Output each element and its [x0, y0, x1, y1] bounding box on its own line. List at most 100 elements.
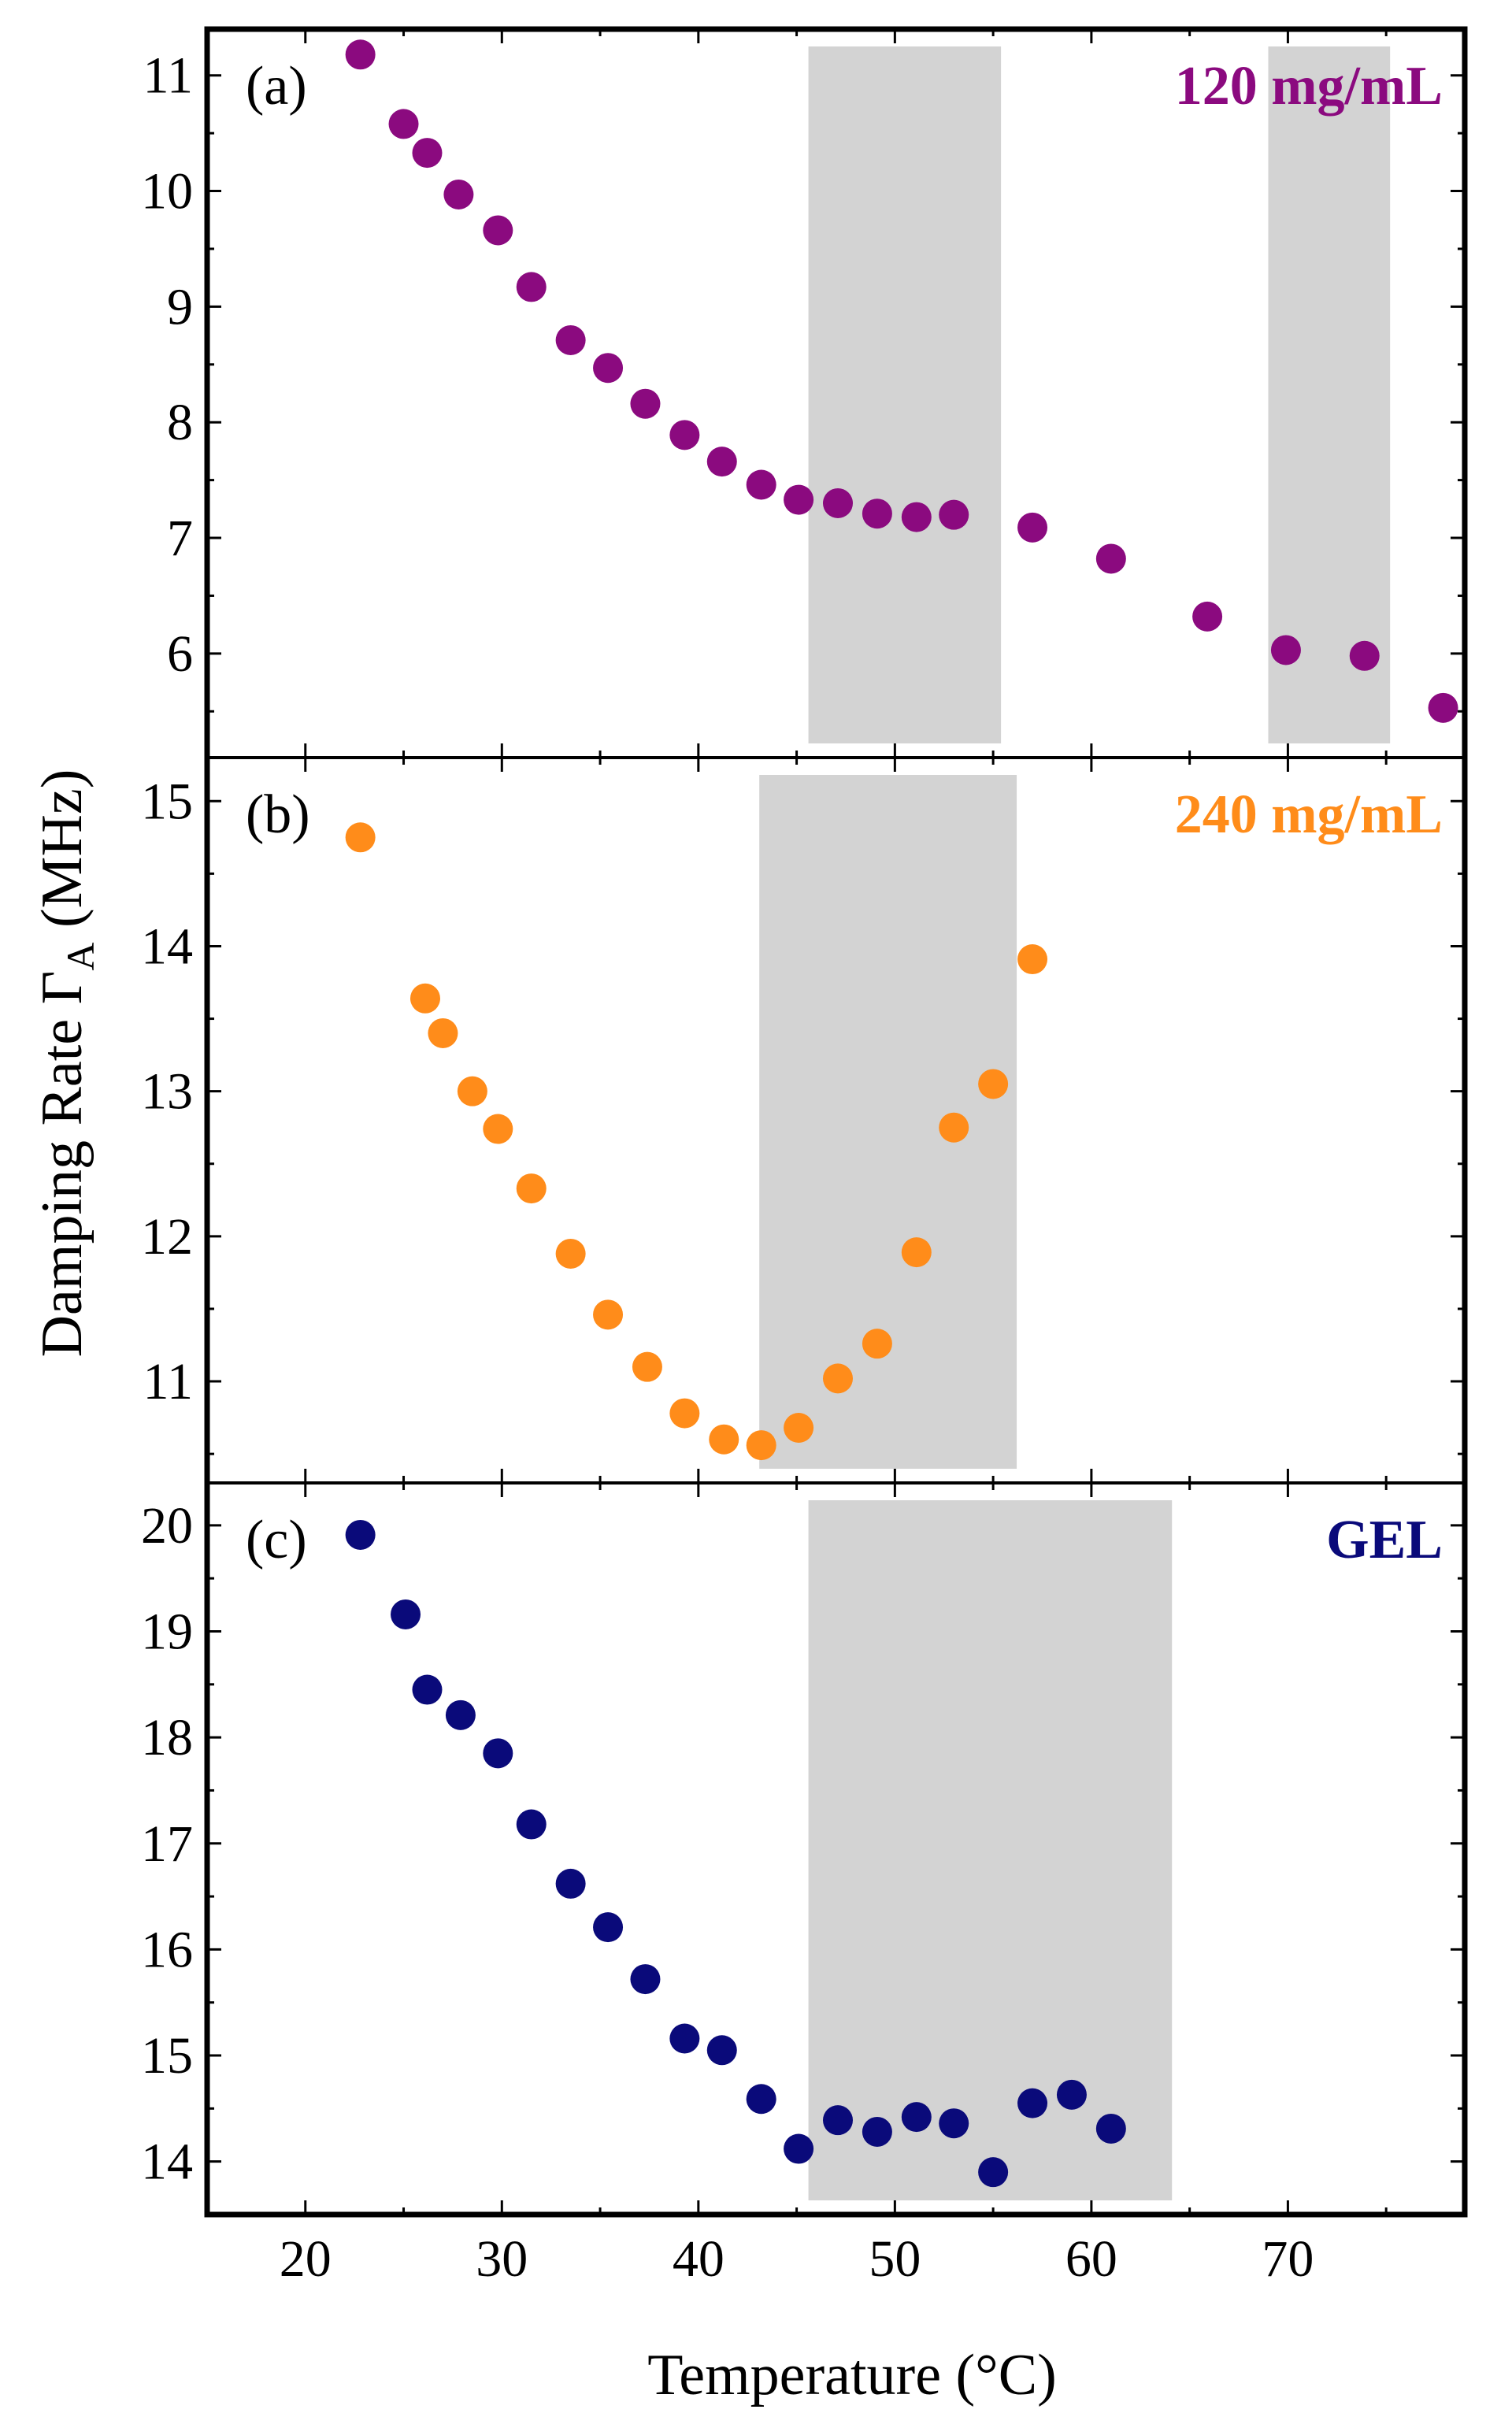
data-point [345, 1519, 376, 1550]
data-point [555, 1238, 586, 1269]
data-point [901, 2102, 932, 2133]
data-point [706, 2035, 737, 2066]
data-point [483, 215, 513, 246]
data-point [978, 1069, 1009, 1099]
y-tick-label: 20 [141, 1497, 193, 1555]
y-tick-label: 14 [141, 2133, 193, 2191]
data-point [1095, 2113, 1126, 2144]
data-point [706, 447, 737, 477]
y-tick-label: 17 [141, 1815, 193, 1873]
y-axis-title: Damping Rate ΓA (MHz) [30, 769, 102, 1358]
data-point [593, 1299, 624, 1330]
data-point [443, 179, 474, 209]
data-point [1017, 2088, 1048, 2118]
data-point [516, 1809, 547, 1840]
data-point [1095, 543, 1126, 574]
y-tick-label: 15 [141, 773, 193, 830]
y-tick-label: 15 [141, 2027, 193, 2085]
data-point [1056, 2079, 1087, 2110]
y-tick-label: 14 [141, 917, 193, 975]
y-tick-label: 6 [167, 625, 193, 683]
data-point [669, 2023, 700, 2054]
x-tick-label: 20 [280, 2230, 332, 2288]
y-tick-label: 18 [141, 1709, 193, 1766]
panel-c: 14 15 16 17 18 19 20 20 30 40 50 60 70 (c) GEL [141, 1483, 1465, 2288]
y-tick-label: 11 [143, 47, 193, 105]
data-point [345, 39, 376, 70]
data-point [939, 1112, 969, 1143]
shaded-region [1268, 46, 1391, 743]
data-point [784, 2133, 814, 2164]
data-point [978, 2157, 1009, 2188]
data-point [1017, 512, 1048, 543]
y-tick-label: 7 [167, 510, 193, 567]
shaded-region [808, 1500, 1173, 2200]
data-point [862, 499, 892, 529]
data-point [939, 2108, 969, 2139]
panel-label: (b) [246, 784, 310, 845]
x-tick-label: 60 [1065, 2230, 1117, 2288]
data-point [709, 1424, 739, 1455]
data-point [822, 487, 853, 518]
x-tick-label: 70 [1262, 2230, 1314, 2288]
shaded-region [808, 46, 1002, 743]
data-point [822, 1363, 853, 1394]
x-tick-label: 40 [673, 2230, 724, 2288]
y-tick-label: 10 [141, 163, 193, 221]
data-point [862, 1329, 892, 1359]
data-point [939, 499, 969, 530]
y-tick-label: 12 [141, 1208, 193, 1266]
plot-frame [204, 26, 1468, 2218]
series-label: GEL [1326, 1510, 1443, 1570]
data-point [483, 1738, 513, 1769]
x-tick-label: 50 [869, 2230, 921, 2288]
data-point [630, 388, 661, 419]
data-point [388, 109, 419, 139]
data-point [1270, 635, 1301, 665]
y-tick-label: 16 [141, 1921, 193, 1978]
data-point [1017, 944, 1048, 975]
data-point [457, 1076, 487, 1106]
data-point [412, 1674, 443, 1705]
data-point [901, 502, 932, 532]
data-point [669, 1398, 700, 1429]
data-point [1428, 692, 1458, 723]
data-point [412, 138, 443, 169]
y-axis-title-unit: (MHz) [30, 769, 94, 943]
data-point [593, 1912, 624, 1943]
panel-label: (a) [246, 56, 307, 117]
data-point [555, 1868, 586, 1899]
data-point [669, 420, 700, 450]
y-axis-title-subscript: A [58, 942, 102, 970]
panel-a: 6 7 8 9 10 11 (a) 120 mg/mL [141, 29, 1465, 758]
data-point [483, 1114, 513, 1144]
data-point [784, 1413, 814, 1444]
data-point [428, 1017, 458, 1048]
y-tick-label: 13 [141, 1063, 193, 1121]
y-axis-title-main: Damping Rate Γ [30, 971, 94, 1358]
y-tick-label: 9 [167, 278, 193, 335]
x-axis-title: Temperature (°C) [647, 2343, 1057, 2407]
data-point [746, 469, 776, 500]
data-point [410, 983, 440, 1014]
series-label: 120 mg/mL [1175, 56, 1443, 117]
panel-label: (c) [246, 1510, 307, 1570]
data-point [746, 1430, 776, 1461]
data-point [1349, 640, 1380, 671]
data-point [555, 324, 586, 355]
data-point [345, 822, 376, 853]
data-point [746, 2084, 776, 2115]
data-point [1192, 601, 1223, 632]
y-tick-label: 11 [143, 1353, 193, 1410]
data-point [784, 484, 814, 515]
data-point [862, 2116, 892, 2147]
y-tick-label: 8 [167, 394, 193, 451]
data-point [445, 1699, 476, 1730]
data-point [632, 1351, 662, 1382]
data-point [630, 1964, 661, 1995]
y-tick-label: 19 [141, 1603, 193, 1660]
data-point [901, 1237, 932, 1268]
x-tick-label: 30 [476, 2230, 528, 2288]
panel-b: 11 12 13 14 15 (b) 240 mg/mL [141, 758, 1465, 1483]
